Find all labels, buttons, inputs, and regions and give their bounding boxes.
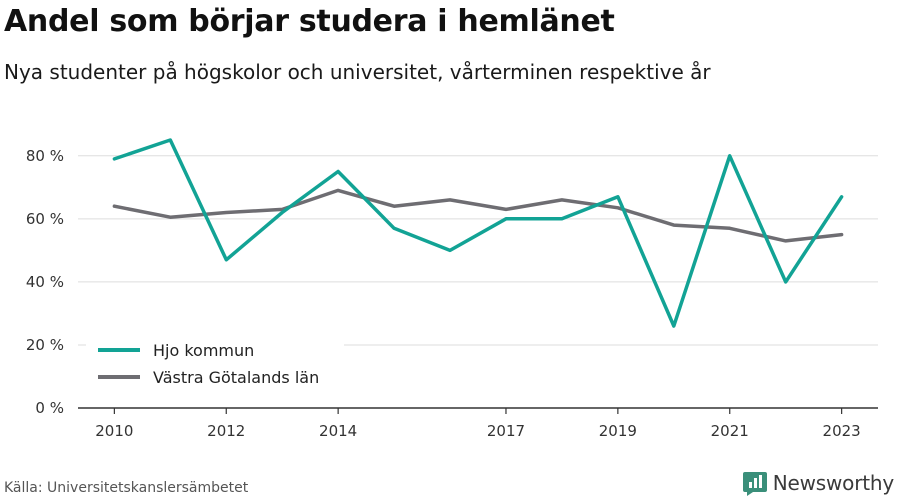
brand-name: Newsworthy bbox=[772, 471, 894, 495]
legend-label-vastra-gotaland: Västra Götalands län bbox=[153, 368, 319, 387]
x-tick-label: 2021 bbox=[711, 422, 749, 440]
chart-subtitle: Nya studenter på högskolor och universit… bbox=[4, 60, 711, 84]
bar-chart-icon bbox=[742, 472, 767, 496]
series-line-vastra-gotaland bbox=[112, 188, 844, 243]
legend: Hjo kommun Västra Götalands län bbox=[86, 334, 344, 396]
legend-label-hjo: Hjo kommun bbox=[153, 341, 254, 360]
brand-logo[interactable]: Newsworthy bbox=[742, 468, 894, 498]
gridlines bbox=[78, 155, 878, 346]
chart-title: Andel som börjar studera i hemlänet bbox=[4, 4, 615, 39]
x-tick-label: 2017 bbox=[487, 422, 525, 440]
x-tick-label: 2023 bbox=[823, 422, 861, 440]
x-tick-label: 2014 bbox=[319, 422, 357, 440]
y-tick-label: 20 % bbox=[26, 336, 64, 354]
series-lines bbox=[112, 138, 844, 328]
x-tick-label: 2012 bbox=[207, 422, 245, 440]
y-tick-label: 0 % bbox=[35, 399, 64, 417]
legend-background bbox=[86, 334, 344, 396]
y-axis-ticks: 0 % 20 % 40 % 60 % 80 % bbox=[26, 147, 64, 417]
line-chart: 0 % 20 % 40 % 60 % 80 % 2010 2012 2014 2017 2019… bbox=[26, 138, 878, 440]
x-tick-label: 2010 bbox=[95, 422, 133, 440]
y-tick-label: 40 % bbox=[26, 273, 64, 291]
y-tick-label: 80 % bbox=[26, 147, 64, 165]
x-axis: 2010 2012 2014 2017 2019 2021 2023 bbox=[78, 407, 878, 440]
x-tick-label: 2019 bbox=[599, 422, 637, 440]
y-tick-label: 60 % bbox=[26, 210, 64, 228]
source-note: Källa: Universitetskanslersämbetet bbox=[4, 480, 249, 496]
series-line-hjo bbox=[112, 138, 844, 328]
